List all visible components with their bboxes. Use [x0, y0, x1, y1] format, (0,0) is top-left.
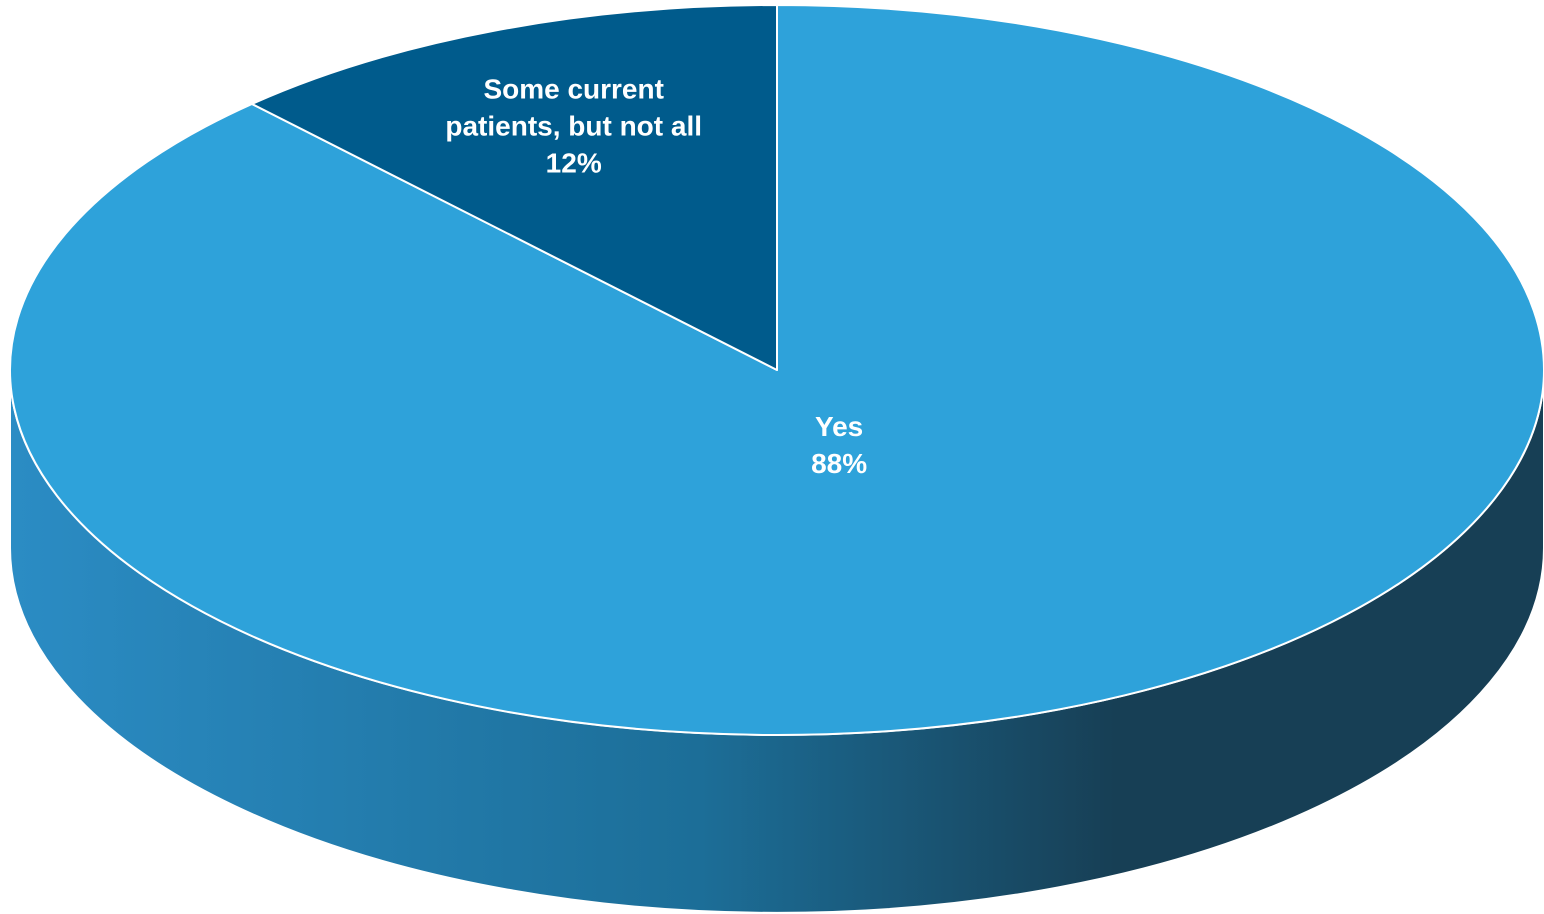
slice-category-label: Yes [815, 411, 863, 442]
slice-value-label: 88% [811, 448, 867, 479]
slice-category-label: Some current [483, 74, 664, 105]
slice-value-label: 12% [546, 148, 602, 179]
slice-label-0: Yes 88% [811, 411, 867, 479]
pie-slice-0 [9, 4, 1544, 736]
slice-category-label: patients, but not all [445, 111, 702, 142]
slice-label-1: Some current patients, but not all 12% [445, 74, 702, 179]
pie-slice-1 [250, 4, 778, 371]
